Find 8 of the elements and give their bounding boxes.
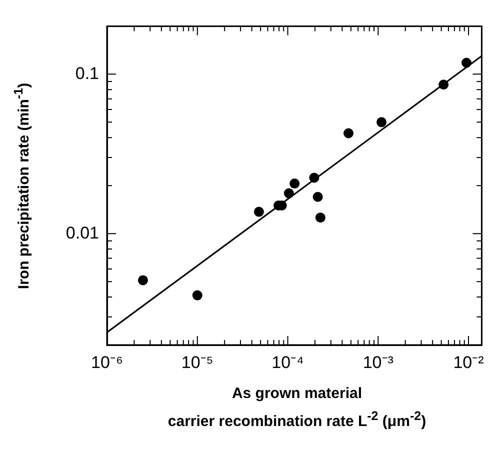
x-tick-label: 10⁻⁶ — [91, 352, 123, 372]
x-tick-label: 10⁻² — [453, 352, 484, 372]
y-tick-label: 0.1 — [75, 64, 99, 83]
x-tick-label: 10⁻⁴ — [272, 352, 304, 372]
x-axis-title: As grown material carrier recombination rate L$^{-2}$ (μm$^{-2}$) — [166, 384, 428, 432]
y-tick-label: 0.01 — [66, 223, 99, 242]
x-tick-label: 10⁻³ — [362, 352, 394, 372]
x-tick-label: 10⁻⁵ — [181, 352, 214, 372]
